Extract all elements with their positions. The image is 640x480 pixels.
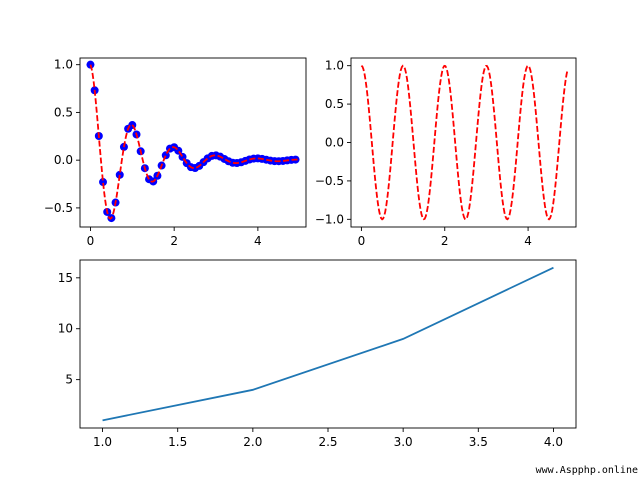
axes-frame: [350, 57, 577, 228]
subplot-square-line: 1.0 1.5 2.0 2.5 3.0 3.5 4.0 5 10 15: [58, 259, 577, 449]
x-tick-label: 3.0: [394, 435, 413, 449]
data-point-marker: [115, 170, 124, 179]
y-tick-label: −0.5: [315, 174, 344, 188]
y-tick-label: 0.0: [54, 153, 73, 167]
y-tick-label: 0.0: [325, 136, 344, 150]
x-tick-label: 4: [524, 234, 532, 248]
data-point-marker: [161, 151, 170, 160]
subplot-cosine: 0 2 4 −1.0 −0.5 0.0 0.5 1.0: [315, 57, 577, 248]
series-line-dashed: [89, 64, 300, 220]
y-tick-label: 0.5: [325, 97, 344, 111]
x-tick-label: 0: [358, 234, 366, 248]
axes-frame: [79, 259, 577, 429]
watermark-text: www.Aspphp.online: [535, 465, 638, 476]
x-tick-label: 4.0: [544, 435, 563, 449]
x-tick-label: 2.5: [318, 435, 337, 449]
y-tick-label: 1.0: [325, 59, 344, 73]
x-tick-label: 2: [170, 234, 178, 248]
y-tick-label: 1.0: [54, 58, 73, 72]
x-tick-label: 3.5: [469, 435, 488, 449]
series-line-solid: [102, 266, 554, 422]
y-tick-label: 5: [65, 373, 73, 387]
y-tick-label: −1.0: [315, 212, 344, 226]
x-tick-label: 1.0: [93, 435, 112, 449]
x-tick-label: 4: [254, 234, 262, 248]
subplot-damped-cosine: 0 2 4 −0.5 0.0 0.5 1.0: [44, 57, 307, 248]
x-tick-label: 2: [441, 234, 449, 248]
x-tick-label: 2.0: [243, 435, 262, 449]
series-line-dashed: [360, 64, 569, 221]
x-tick-label: 0: [87, 234, 95, 248]
axes-frame: [79, 57, 307, 228]
x-tick-label: 1.5: [168, 435, 187, 449]
y-tick-label: 0.5: [54, 105, 73, 119]
y-tick-label: 15: [58, 271, 73, 285]
y-tick-label: 10: [58, 322, 73, 336]
data-point-marker: [99, 178, 108, 187]
y-tick-label: −0.5: [44, 201, 73, 215]
